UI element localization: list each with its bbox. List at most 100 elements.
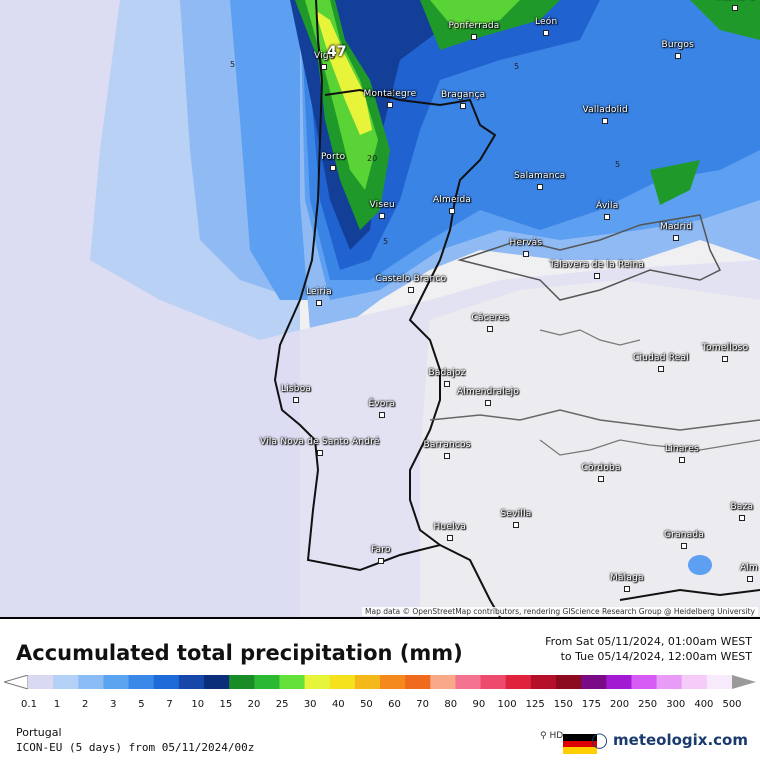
city-marker (487, 326, 493, 332)
city-label: Castelo Branco (375, 274, 447, 284)
scale-swatch (581, 675, 607, 689)
city-marker (681, 543, 687, 549)
city-marker (537, 184, 543, 190)
city-label: Córdoba (581, 463, 621, 473)
city-marker (485, 400, 491, 406)
scale-tick-label: 50 (360, 699, 373, 710)
city-label: Alm (740, 563, 759, 573)
city-marker (449, 208, 455, 214)
color-scale (4, 675, 756, 689)
germany-flag-icon (563, 734, 597, 754)
scale-swatch (405, 675, 431, 689)
scale-swatch (53, 675, 79, 689)
city-marker (722, 356, 728, 362)
city-marker (378, 558, 384, 564)
city-label: Ávila (596, 201, 619, 211)
scale-swatch (505, 675, 532, 689)
scale-tick-label: 300 (666, 699, 686, 710)
max-value-label: 47 (327, 44, 347, 60)
city-marker (604, 214, 610, 220)
city-label: Leiria (306, 287, 332, 297)
city-marker (387, 102, 393, 108)
city-label: Linares (665, 444, 699, 454)
scale-swatch (455, 675, 482, 689)
city-label: Vitoria-G (714, 0, 756, 2)
city-label: Barrancos (423, 440, 471, 450)
scale-tick-label: 400 (694, 699, 714, 710)
scale-tick-label: 15 (219, 699, 233, 710)
city-marker (673, 235, 679, 241)
city-marker (444, 381, 450, 387)
city-marker (293, 397, 299, 403)
city-marker (675, 53, 681, 59)
city-label: Almendralejo (457, 387, 520, 397)
contour-label: 5 (230, 60, 236, 69)
city-label: Faro (371, 545, 391, 555)
scale-tick-labels: 0.1 1 2 3 5 7 10 15 20 25 30 40 50 60 70 80 90 100 125 150 1… (0, 699, 760, 711)
city-marker (602, 118, 608, 124)
city-label: Salamanca (514, 171, 566, 181)
scale-tick-label: 250 (638, 699, 658, 710)
scale-swatch (530, 675, 557, 689)
city-label: Málaga (610, 573, 644, 583)
contour-label: 5 (383, 237, 389, 246)
city-marker (447, 535, 453, 541)
city-label: Bragança (441, 90, 486, 100)
city-marker (408, 287, 414, 293)
scale-swatch (229, 675, 255, 689)
city-marker (739, 515, 745, 521)
contour-label: 5 (615, 160, 621, 169)
region-label: Portugal (16, 726, 62, 739)
brand-logo[interactable]: ◯ meteologix.com (591, 731, 748, 749)
city-label: Ponferrada (448, 21, 500, 31)
valid-from: From Sat 05/11/2024, 01:00am WEST (545, 635, 752, 648)
scale-swatch (304, 675, 331, 689)
city-marker (598, 476, 604, 482)
city-label: Vila Nova de Santo André (260, 437, 380, 447)
city-label: Sevilla (500, 509, 532, 519)
contour-label: 20 (367, 154, 378, 163)
brand-name: meteologix.com (613, 731, 748, 749)
scale-tick-label: 10 (191, 699, 205, 710)
city-marker (624, 586, 630, 592)
brand-globe-icon: ◯ (590, 731, 608, 749)
scale-swatch (78, 675, 104, 689)
scale-swatch (556, 675, 582, 689)
scale-tick-label: 100 (497, 699, 517, 710)
city-label: Badajoz (428, 368, 466, 378)
city-marker (379, 412, 385, 418)
city-label: Granada (664, 530, 705, 540)
magnifier-icon: ⚲ (540, 731, 547, 741)
scale-swatch (606, 675, 632, 689)
scale-tick-label: 40 (331, 699, 345, 710)
precipitation-map[interactable]: Vitoria-G Ponferrada León Vigo Burgos Montale… (0, 0, 760, 617)
city-marker (543, 30, 549, 36)
scale-tick-label: 90 (472, 699, 486, 710)
city-marker (330, 165, 336, 171)
map-attribution[interactable]: Map data © OpenStreetMap contributors, r… (362, 607, 758, 616)
scale-swatch (380, 675, 406, 689)
map-title: Accumulated total precipitation (mm) (16, 641, 463, 665)
scale-swatch (681, 675, 708, 689)
city-label: Lisboa (281, 384, 312, 394)
city-marker (460, 103, 466, 109)
city-marker (471, 34, 477, 40)
scale-tick-label: 125 (525, 699, 545, 710)
scale-swatch (656, 675, 683, 689)
city-marker (444, 453, 450, 459)
city-label: Baza (730, 502, 754, 512)
scale-tick-label: 25 (275, 699, 289, 710)
scale-under-arrow (4, 675, 29, 689)
city-marker (747, 576, 753, 582)
hd-toggle[interactable]: ⚲ HD (540, 731, 563, 741)
city-marker (523, 251, 529, 257)
valid-to: to Tue 05/14/2024, 12:00am WEST (560, 650, 752, 663)
legend-panel: Accumulated total precipitation (mm) Fro… (0, 617, 760, 762)
scale-tick-label: 175 (581, 699, 601, 710)
city-marker (513, 522, 519, 528)
city-label: León (535, 17, 558, 27)
scale-tick-label: 1 (53, 699, 61, 710)
city-marker (321, 64, 327, 70)
scale-tick-label: 70 (416, 699, 430, 710)
city-label: Valladolid (582, 105, 628, 115)
